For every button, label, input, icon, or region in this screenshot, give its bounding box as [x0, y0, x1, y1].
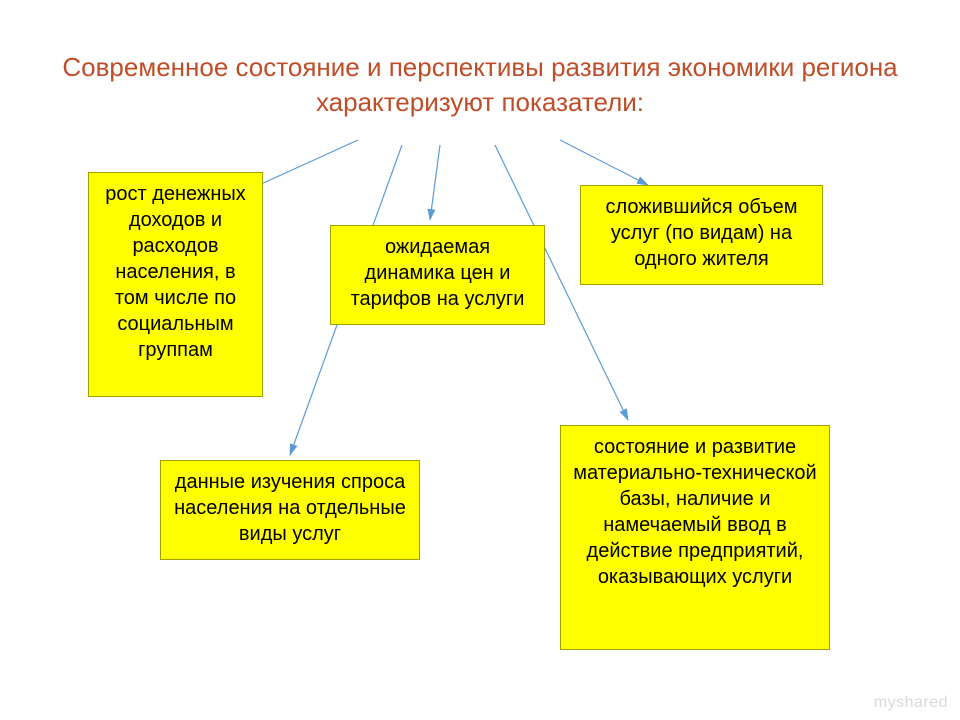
page-title: Современное состояние и перспективы разв… — [0, 50, 960, 120]
box-volume: сложившийся объем услуг (по видам) на од… — [580, 185, 823, 285]
box-dynamics: ожидаемая динамика цен и тарифов на услу… — [330, 225, 545, 325]
box-demand: данные изучения спроса населения на отде… — [160, 460, 420, 560]
box-material: состояние и развитие материально-техниче… — [560, 425, 830, 650]
watermark: myshared — [874, 694, 948, 712]
box-growth: рост денежных доходов и расходов населен… — [88, 172, 263, 397]
